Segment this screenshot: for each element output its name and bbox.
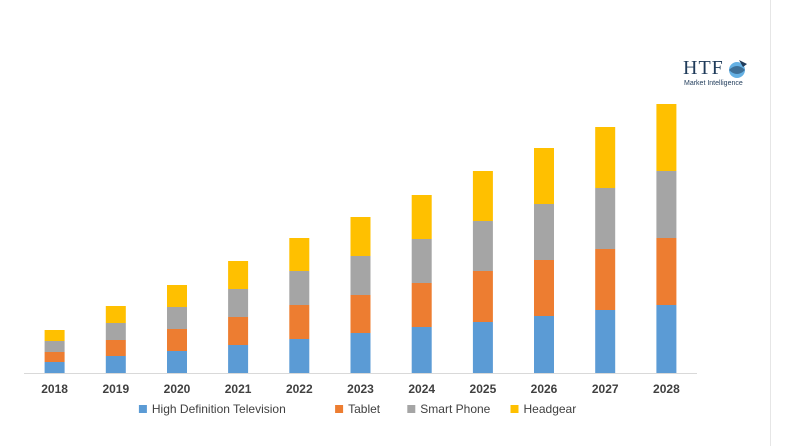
bar-segment <box>472 171 493 221</box>
bar-segment <box>289 305 310 339</box>
legend-swatch <box>138 405 147 413</box>
bar-segment <box>472 322 493 373</box>
bar-segment <box>411 239 432 283</box>
legend-swatch <box>335 405 344 413</box>
bar-segment <box>472 221 493 271</box>
x-tick-label: 2018 <box>41 382 68 396</box>
x-tick-label: 2026 <box>531 382 558 396</box>
bar-segment <box>350 333 371 373</box>
bar-segment <box>289 339 310 373</box>
legend-label: Smart Phone <box>420 402 490 416</box>
bar-segment <box>167 285 187 307</box>
legend-label: Tablet <box>348 402 381 416</box>
legend-swatch <box>510 405 519 413</box>
brand-tagline: Market Intelligence <box>684 80 743 87</box>
bar-segment <box>350 295 371 333</box>
bar-segment <box>656 305 677 373</box>
bar-segment <box>656 171 677 238</box>
legend-label: Headgear <box>524 402 577 416</box>
bar-segment <box>534 260 554 316</box>
bar-segment <box>411 283 432 327</box>
bar-segment <box>167 329 187 351</box>
bar-segment <box>656 238 677 305</box>
brand-name: HTF <box>683 57 724 79</box>
globe-icon <box>729 60 747 78</box>
x-tick-label: 2024 <box>408 382 435 396</box>
bar-segment <box>228 317 249 345</box>
bar-segment <box>411 195 432 239</box>
bar-segment <box>411 327 432 373</box>
x-tick-label: 2023 <box>347 382 374 396</box>
bar-segment <box>44 352 65 362</box>
bar-segment <box>228 289 249 317</box>
bar-segment <box>167 351 187 373</box>
bar-segment <box>44 341 65 352</box>
bar-segment <box>595 249 616 310</box>
x-tick-label: 2025 <box>470 382 497 396</box>
x-tick-label: 2019 <box>102 382 129 396</box>
bar-segment <box>105 323 126 340</box>
bar-segment <box>289 238 310 271</box>
brand-logo: HTF Market Intelligence <box>683 58 753 92</box>
bar-segment <box>595 127 616 188</box>
bar-segment <box>228 261 249 289</box>
legend-label: High Definition Television <box>152 402 286 416</box>
x-tick-label: 2022 <box>286 382 313 396</box>
bar-segment <box>350 256 371 295</box>
legend-swatch <box>407 405 416 413</box>
x-tick-label: 2027 <box>592 382 619 396</box>
bar-segment <box>228 345 249 373</box>
bar-segment <box>44 362 65 373</box>
x-tick-label: 2021 <box>225 382 252 396</box>
bar-segment <box>656 104 677 171</box>
bar-segment <box>595 188 616 249</box>
x-tick-label: 2020 <box>164 382 191 396</box>
right-border <box>770 0 771 446</box>
bar-segment <box>534 148 554 204</box>
bar-segment <box>105 340 126 356</box>
bar-segment <box>167 307 187 329</box>
x-tick-label: 2028 <box>653 382 680 396</box>
bar-segment <box>472 271 493 322</box>
bar-segment <box>44 330 65 341</box>
bar-segment <box>105 356 126 373</box>
bar-segment <box>105 306 126 323</box>
bar-segment <box>289 271 310 305</box>
bar-segment <box>595 310 616 373</box>
bar-segment <box>534 204 554 260</box>
bar-segment <box>350 217 371 256</box>
bar-segment <box>534 316 554 373</box>
